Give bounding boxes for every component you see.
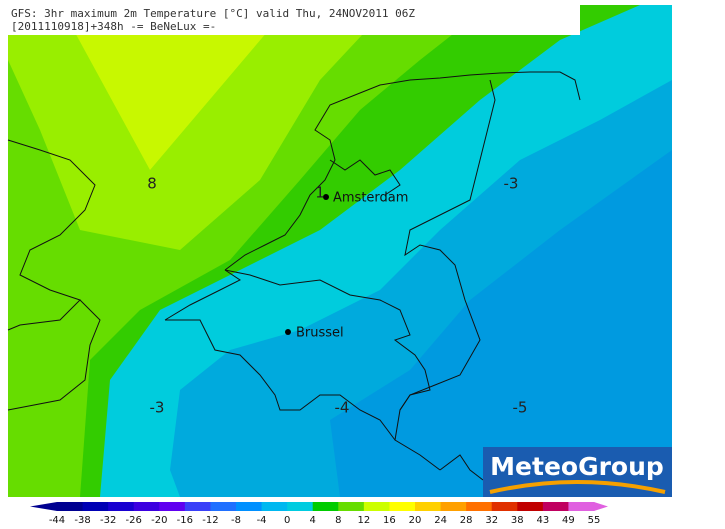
- logo: MeteoGroup: [483, 447, 672, 497]
- colorbar-tick-label: -20: [151, 515, 167, 525]
- colorbar-segment: [440, 502, 467, 511]
- colorbar-tick-label: -32: [100, 515, 116, 525]
- colorbar-tick-label: 4: [310, 515, 316, 525]
- colorbar-tick-label: -16: [177, 515, 193, 525]
- contour-labels: 8 1 -3 -3 -4 -5: [147, 175, 527, 417]
- colorbar-tick-label: -8: [231, 515, 241, 525]
- colorbar-segment: [338, 502, 365, 511]
- city-label: Amsterdam: [333, 191, 408, 206]
- colorbar-arrow: [30, 502, 57, 511]
- colorbar-tick-label: -12: [202, 515, 218, 525]
- colorbar-tick-label: 43: [536, 515, 549, 525]
- colorbar-tick-label: 28: [460, 515, 473, 525]
- colorbar-tick-label: 55: [588, 515, 601, 525]
- contour-label: -3: [150, 399, 165, 417]
- city-dot: [323, 194, 329, 200]
- colorbar-tick-label: 32: [485, 515, 498, 525]
- colorbar-segment: [491, 502, 518, 511]
- colorbar-tick-label: 24: [434, 515, 447, 525]
- city-label: Brussel: [296, 326, 344, 341]
- logo-arc: [489, 480, 666, 494]
- colorbar-tick-label: -44: [49, 515, 65, 525]
- header-subtitle: [2011110918]+348h -= BeNeLux =-: [11, 20, 216, 33]
- city-dot: [285, 329, 291, 335]
- colorbar-segment: [363, 502, 390, 511]
- colorbar-segment: [57, 502, 84, 511]
- contour-label: 1: [315, 184, 325, 202]
- colorbar-segment: [466, 502, 493, 511]
- colorbar-segment: [108, 502, 135, 511]
- header-box: [8, 5, 580, 35]
- colorbar-tick-label: 38: [511, 515, 524, 525]
- colorbar-segment: [82, 502, 109, 511]
- colorbar-tick-label: -38: [74, 515, 90, 525]
- colorbar-segment: [389, 502, 416, 511]
- colorbar-tick-label: 0: [284, 515, 290, 525]
- band: [330, 150, 672, 497]
- colorbar-segment: [287, 502, 314, 511]
- map: Amsterdam Brussel 8 1 -3 -3 -4 -5: [7, 5, 672, 497]
- colorbar-tick-label: 12: [357, 515, 370, 525]
- header-title: GFS: 3hr maximum 2m Temperature [°C] val…: [11, 7, 415, 20]
- colorbar-tick-label: 16: [383, 515, 396, 525]
- colorbar-segment: [312, 502, 339, 511]
- colorbar-tick-label: 20: [409, 515, 422, 525]
- colorbar-tick-label: -4: [257, 515, 267, 525]
- borders: [7, 71, 581, 481]
- colorbar-segment: [542, 502, 569, 511]
- contour-label: -3: [504, 175, 519, 193]
- colorbar-segment: [261, 502, 288, 511]
- colorbar-segment: [415, 502, 442, 511]
- contour-label: -4: [335, 399, 350, 417]
- colorbar-segment: [159, 502, 186, 511]
- colorbar-segment: [236, 502, 263, 511]
- colorbar-segment: [210, 502, 237, 511]
- colorbar: -44 -38 -32 -26 -20 -16 -12 -8 -4 0 4 8 12 16 20 24 28 32…: [30, 502, 608, 526]
- colorbar-arrow: [594, 502, 608, 511]
- colorbar-tick-label: 8: [335, 515, 341, 525]
- colorbar-segment: [517, 502, 544, 511]
- contour-label: -5: [513, 399, 528, 417]
- colorbar-segment: [568, 502, 595, 511]
- contour-label: 8: [147, 175, 157, 193]
- colorbar-tick-label: 49: [562, 515, 575, 525]
- colorbar-segment: [133, 502, 160, 511]
- colorbar-tick-label: -26: [126, 515, 142, 525]
- logo-text: MeteoGroup: [490, 452, 664, 481]
- colorbar-segment: [184, 502, 211, 511]
